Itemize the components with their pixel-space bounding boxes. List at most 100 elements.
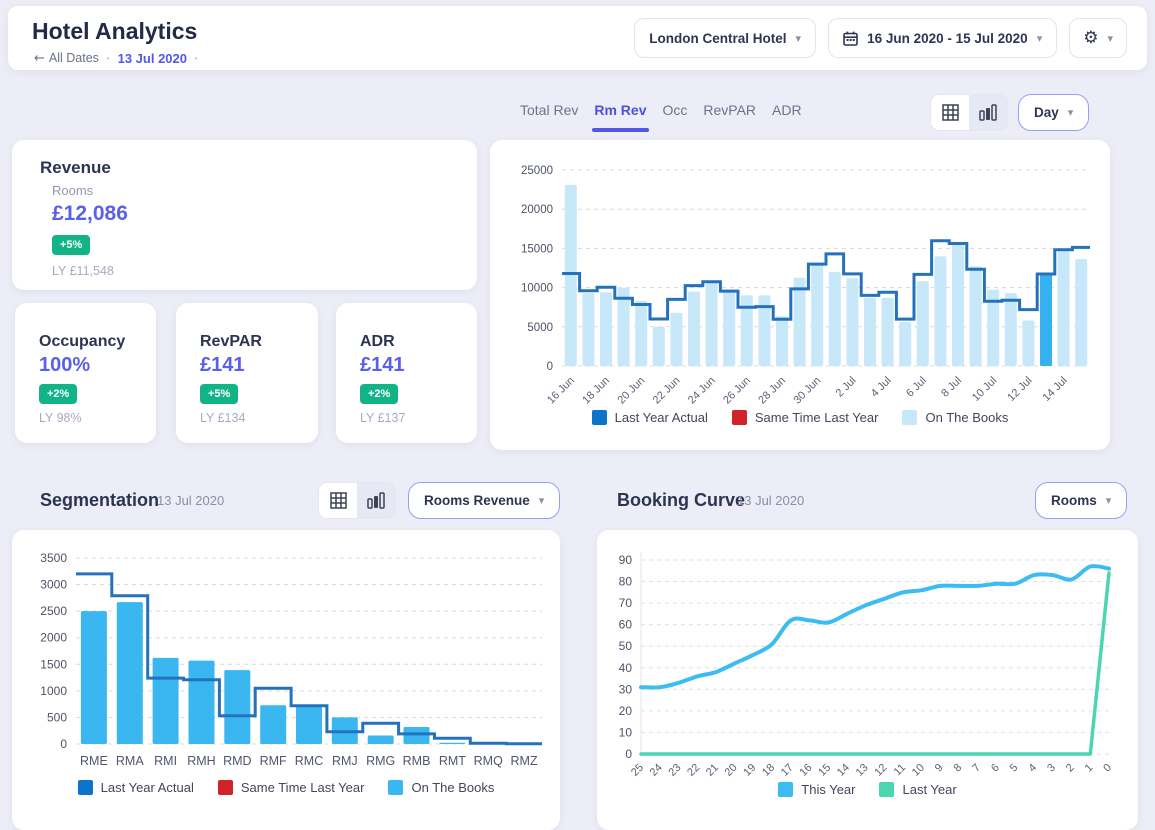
svg-text:30: 30 <box>619 682 633 696</box>
legend-swatch-same-time-last-year <box>731 410 747 425</box>
change-badge: +2% <box>360 384 399 404</box>
tab-total-rev[interactable]: Total Rev <box>520 102 579 118</box>
svg-text:1: 1 <box>1083 762 1096 775</box>
settings-button[interactable]: ⚙ ▾ <box>1069 18 1127 58</box>
svg-text:RMI: RMI <box>154 754 177 768</box>
chevron-down-icon: ▾ <box>1067 106 1074 119</box>
booking-curve-chart: 0 10 20 30 40 50 60 70 80 90 25 24 23 22 21 20 19 18 17 16 1… <box>597 530 1138 811</box>
header-bar: Hotel Analytics ← All Dates · 13 Jul 202… <box>8 6 1147 70</box>
hotel-selector-label: London Central Hotel <box>649 30 787 46</box>
legend-swatch-same-time-last-year <box>217 780 233 795</box>
chevron-down-icon: ▾ <box>1036 31 1043 45</box>
svg-text:90: 90 <box>619 553 633 567</box>
kpi-value: £12,086 <box>52 202 128 225</box>
svg-text:12: 12 <box>872 762 889 779</box>
adr-kpi-card: ADR £141 +2% LY £137 <box>336 303 477 443</box>
svg-text:4: 4 <box>1026 762 1039 775</box>
svg-text:18: 18 <box>760 762 777 779</box>
table-view-button[interactable] <box>319 483 357 518</box>
segmentation-view-toggle <box>318 482 396 519</box>
gear-icon: ⚙ <box>1083 27 1099 48</box>
chevron-down-icon: ▾ <box>538 494 545 507</box>
tab-revpar[interactable]: RevPAR <box>703 102 757 118</box>
booking-metric-select[interactable]: Rooms ▾ <box>1035 482 1128 519</box>
granularity-label: Day <box>1034 105 1059 120</box>
legend-swatch-last-year-actual <box>591 410 607 425</box>
svg-text:40: 40 <box>619 661 633 675</box>
svg-text:23: 23 <box>666 762 683 779</box>
legend-item: Last Year <box>879 782 957 797</box>
svg-text:18 Jun: 18 Jun <box>580 375 612 407</box>
svg-text:0: 0 <box>547 361 553 373</box>
segmentation-chart: 0 500 1000 1500 2000 2500 3000 3500 RME RMA RMI RMH… <box>12 530 560 811</box>
svg-text:2500: 2500 <box>40 604 67 618</box>
chevron-down-icon: ▾ <box>795 31 802 45</box>
svg-text:20: 20 <box>619 704 633 718</box>
breadcrumb: ← All Dates · 13 Jul 2020 · <box>34 50 199 66</box>
svg-text:1500: 1500 <box>40 657 67 671</box>
kpi-title: ADR <box>360 333 395 350</box>
legend-swatch-on-the-books <box>388 780 404 795</box>
svg-text:RMC: RMC <box>295 754 323 768</box>
last-year-value: LY 98% <box>39 411 82 425</box>
svg-text:12 Jul: 12 Jul <box>1005 375 1034 404</box>
svg-text:30 Jun: 30 Jun <box>791 375 823 407</box>
back-to-all-dates-link[interactable]: ← All Dates <box>34 50 99 66</box>
tab-adr[interactable]: ADR <box>772 102 802 118</box>
table-view-button[interactable] <box>931 95 969 130</box>
legend-item: Last Year Actual <box>591 410 708 425</box>
svg-text:22 Jun: 22 Jun <box>651 375 683 407</box>
svg-text:6 Jul: 6 Jul <box>904 375 929 400</box>
tab-rm-rev[interactable]: Rm Rev <box>592 102 649 132</box>
booking-curve-chart-card: 0 10 20 30 40 50 60 70 80 90 25 24 23 22 21 20 19 18 17 16 1… <box>597 530 1138 830</box>
change-badge: +2% <box>39 384 78 404</box>
svg-text:16 Jun: 16 Jun <box>545 375 577 407</box>
chart-view-button[interactable] <box>357 483 395 518</box>
svg-text:8: 8 <box>952 762 965 775</box>
svg-text:10: 10 <box>619 725 633 739</box>
granularity-select[interactable]: Day ▾ <box>1018 94 1090 131</box>
segmentation-chart-card: 0 500 1000 1500 2000 2500 3000 3500 RME RMA RMI RMH… <box>12 530 560 830</box>
bar-chart-icon <box>979 104 997 121</box>
segmentation-date: 13 Jul 2020 <box>157 493 225 508</box>
svg-text:28 Jun: 28 Jun <box>756 375 788 407</box>
svg-text:RMB: RMB <box>403 754 431 768</box>
booking-curve-title: Booking Curve <box>617 490 746 510</box>
svg-text:20: 20 <box>723 762 740 779</box>
svg-text:10000: 10000 <box>521 283 553 295</box>
legend-item: On The Books <box>388 780 494 795</box>
date-range-button[interactable]: 16 Jun 2020 - 15 Jul 2020 ▾ <box>828 18 1058 58</box>
segmentation-legend: Last Year Actual Same Time Last Year On … <box>12 780 560 795</box>
svg-text:22: 22 <box>685 762 702 779</box>
last-year-value: LY £134 <box>200 411 246 425</box>
legend-item: Last Year Actual <box>77 780 194 795</box>
segmentation-metric-select[interactable]: Rooms Revenue ▾ <box>408 482 561 519</box>
svg-text:70: 70 <box>619 596 633 610</box>
svg-text:1000: 1000 <box>40 684 67 698</box>
table-icon <box>941 104 959 121</box>
svg-text:80: 80 <box>619 575 633 589</box>
svg-text:3: 3 <box>1045 762 1058 775</box>
legend-swatch-on-the-books <box>902 410 918 425</box>
booking-metric-label: Rooms <box>1051 493 1097 508</box>
svg-text:3500: 3500 <box>40 551 67 565</box>
svg-text:11: 11 <box>892 762 909 779</box>
chart-view-button[interactable] <box>969 95 1007 130</box>
hotel-selector-button[interactable]: London Central Hotel ▾ <box>634 18 817 58</box>
svg-text:500: 500 <box>47 710 67 724</box>
svg-text:20 Jun: 20 Jun <box>615 375 647 407</box>
svg-text:10 Jul: 10 Jul <box>970 375 999 404</box>
svg-text:26 Jun: 26 Jun <box>721 375 753 407</box>
metric-tabs: Total Rev Rm Rev Occ RevPAR ADR <box>520 102 802 132</box>
svg-text:21: 21 <box>704 762 721 779</box>
kpi-title: Revenue <box>40 158 111 177</box>
tab-occ[interactable]: Occ <box>662 102 688 118</box>
svg-text:25: 25 <box>629 762 646 779</box>
svg-text:15: 15 <box>816 762 833 779</box>
svg-text:8 Jul: 8 Jul <box>939 375 964 400</box>
svg-text:5: 5 <box>1008 762 1021 775</box>
calendar-icon <box>843 31 858 46</box>
svg-text:RME: RME <box>80 754 108 768</box>
chevron-down-icon: ▾ <box>1107 31 1113 45</box>
selected-date[interactable]: 13 Jul 2020 <box>117 50 187 66</box>
